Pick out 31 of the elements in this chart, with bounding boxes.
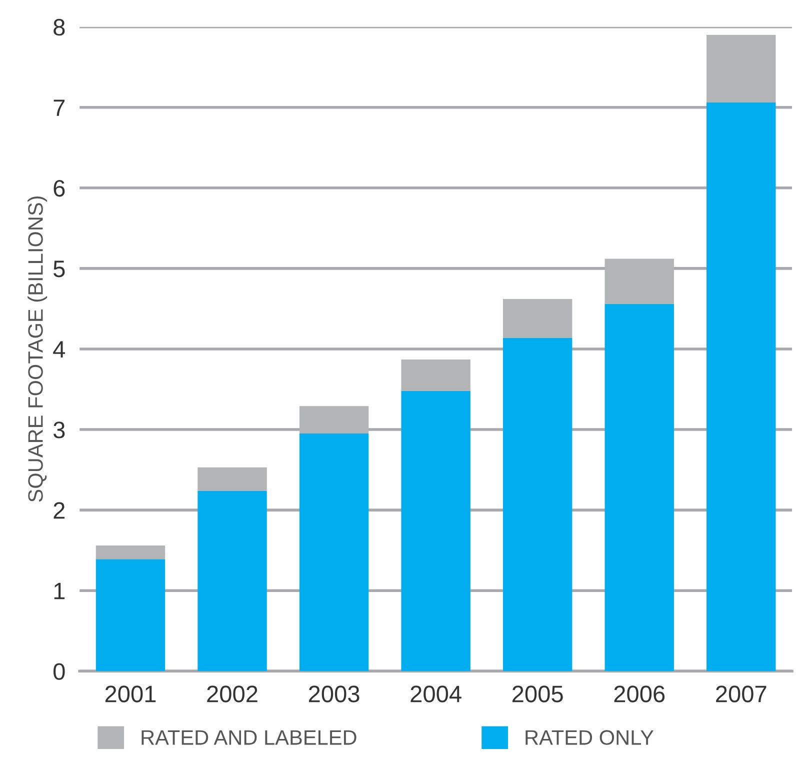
x-tick-label: 2001 [105, 686, 156, 702]
legend-label: RATED ONLY [526, 730, 654, 745]
y-tick-label: 5 [54, 260, 65, 278]
x-tick-label: 2006 [614, 686, 665, 702]
bar [401, 359, 470, 391]
y-tick-label: 2 [54, 502, 65, 519]
bar [502, 299, 572, 338]
bar [198, 467, 267, 491]
y-axis-title: SQUARE FOOTAGE (BILLIONS) [28, 196, 48, 502]
bar [706, 34, 776, 103]
y-tick-label: 8 [54, 18, 65, 36]
y-tick-label: 7 [54, 100, 65, 116]
bar [706, 102, 776, 672]
y-tick-label: 6 [54, 180, 65, 197]
bar [502, 338, 572, 672]
y-tick-label: 0 [54, 663, 65, 680]
bar [299, 434, 369, 672]
x-tick-label: 2003 [308, 686, 360, 702]
y-tick-label: 1 [54, 582, 65, 600]
y-tick-label: 3 [53, 422, 65, 438]
x-tick-label: 2007 [716, 686, 766, 702]
y-tick-label: 4 [53, 341, 66, 358]
x-tick-label: 2005 [512, 686, 563, 702]
x-tick-label: 2004 [410, 686, 462, 702]
legend-label: RATED AND LABELED [142, 730, 356, 745]
bar [604, 304, 674, 672]
x-tick-label: 2002 [207, 686, 258, 702]
bar [198, 490, 267, 672]
bar [401, 390, 470, 672]
bar [96, 559, 166, 672]
bar [96, 545, 166, 560]
